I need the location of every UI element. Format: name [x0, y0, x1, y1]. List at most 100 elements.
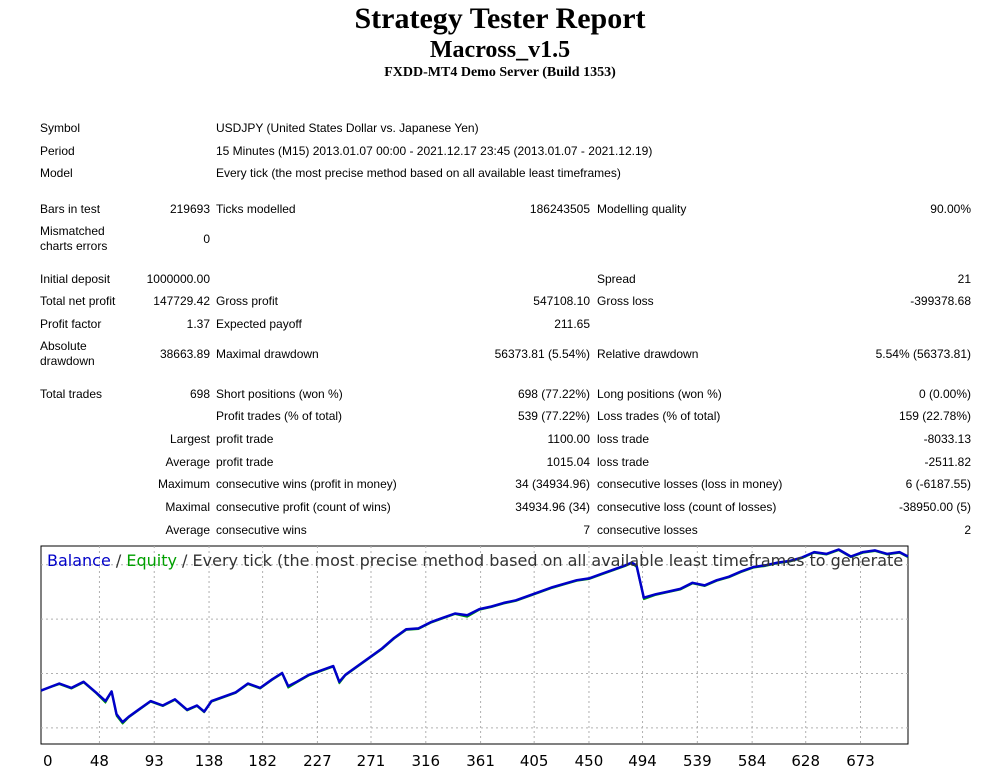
symbol-label: Symbol [40, 121, 81, 135]
model-label: Model [40, 166, 73, 180]
ticks-label: Ticks modelled [216, 202, 296, 216]
x-tick-label: 539 [683, 752, 712, 770]
x-tick-label: 138 [195, 752, 224, 770]
gross-loss-value: -399378.68 [910, 294, 971, 308]
period-value: 15 Minutes (M15) 2013.01.07 00:00 - 2021… [216, 144, 653, 158]
server-name: FXDD-MT4 Demo Server (Build 1353) [384, 65, 616, 80]
period-label: Period [40, 144, 75, 158]
initial-deposit-label: Initial deposit [40, 272, 111, 286]
x-tick-label: 584 [738, 752, 767, 770]
maximal-consec-loss-label: consecutive loss (count of losses) [597, 500, 777, 514]
grid-lines [41, 546, 908, 744]
quality-label: Modelling quality [597, 202, 687, 216]
mismatch-label-1: Mismatched [40, 224, 105, 238]
loss-trades-label: Loss trades (% of total) [597, 409, 721, 423]
largest-profit-value: 1100.00 [547, 432, 591, 446]
x-tick-label: 316 [411, 752, 440, 770]
total-trades-label: Total trades [40, 387, 103, 401]
long-positions-label: Long positions (won %) [597, 387, 722, 401]
balance-line [40, 548, 909, 724]
max-drawdown-value: 56373.81 (5.54%) [494, 347, 590, 361]
net-profit-label: Total net profit [40, 294, 116, 308]
largest-loss-label: loss trade [597, 432, 650, 446]
legend-balance: Balance [47, 551, 111, 570]
maximal-consec-loss-value: -38950.00 (5) [898, 500, 971, 514]
expected-payoff-label: Expected payoff [216, 317, 302, 331]
initial-deposit-value: 1000000.00 [146, 272, 210, 286]
max-drawdown-label: Maximal drawdown [216, 347, 319, 361]
max-consec-wins-label: consecutive wins (profit in money) [216, 477, 397, 491]
average-profit-value: 1015.04 [546, 455, 590, 469]
x-tick-label: 0 [43, 752, 53, 770]
x-tick-label: 405 [520, 752, 549, 770]
spread-label: Spread [597, 272, 636, 286]
mismatch-label-2: charts errors [40, 239, 108, 253]
average-loss-value: -2511.82 [924, 455, 971, 469]
bars-label: Bars in test [40, 202, 101, 216]
profit-factor-value: 1.37 [186, 317, 210, 331]
x-tick-label: 48 [90, 752, 109, 770]
quality-value: 90.00% [930, 202, 971, 216]
expert-name: Macross_v1.5 [429, 37, 571, 63]
short-positions-value: 698 (77.22%) [517, 387, 590, 401]
average-loss-label: loss trade [597, 455, 650, 469]
model-value: Every tick (the most precise method base… [216, 166, 621, 180]
avg-consec-losses-label: consecutive losses [597, 523, 698, 537]
rel-drawdown-value: 5.54% (56373.81) [875, 347, 971, 361]
maximal-consec-profit-label: consecutive profit (count of wins) [216, 500, 391, 514]
avg-consec-losses-value: 2 [964, 523, 971, 537]
legend-equity: Equity [126, 551, 177, 570]
average-profit-label: profit trade [216, 455, 274, 469]
gross-loss-label: Gross loss [597, 294, 654, 308]
x-tick-label: 93 [145, 752, 164, 770]
max-consec-wins-value: 34 (34934.96) [515, 477, 590, 491]
x-tick-label: 494 [628, 752, 657, 770]
long-positions-value: 0 (0.00%) [918, 387, 971, 401]
avg-consec-label: Average [165, 523, 210, 537]
avg-consec-wins-label: consecutive wins [216, 523, 307, 537]
loss-trades-value: 159 (22.78%) [898, 409, 971, 423]
profit-trades-value: 539 (77.22%) [517, 409, 590, 423]
largest-loss-value: -8033.13 [923, 432, 971, 446]
largest-profit-label: profit trade [216, 432, 274, 446]
ticks-value: 186243505 [529, 202, 590, 216]
x-tick-label: 628 [791, 752, 820, 770]
largest-label: Largest [169, 432, 210, 446]
average-label: Average [165, 455, 210, 469]
abs-drawdown-label-1: Absolute [40, 339, 87, 353]
avg-consec-wins-value: 7 [583, 523, 590, 537]
plot-area [40, 545, 909, 745]
chart-legend: Balance / Equity / Every tick (the most … [47, 551, 1000, 570]
x-tick-label: 227 [303, 752, 332, 770]
balance-chart: 0 48 93 138 182 227 271 316 361 405 450 494 539 584 62… [40, 545, 1000, 777]
max-consec-losses-label: consecutive losses (loss in money) [597, 477, 783, 491]
series-lines [40, 548, 909, 725]
report-title: Strategy Tester Report [354, 2, 646, 35]
legend-description: / Every tick (the most precise method ba… [177, 551, 1000, 570]
gross-profit-label: Gross profit [216, 294, 279, 308]
x-tick-label: 673 [846, 752, 875, 770]
max-consec-losses-value: 6 (-6187.55) [905, 477, 971, 491]
symbol-value: USDJPY (United States Dollar vs. Japanes… [216, 121, 479, 135]
balance-chart-svg: 0 48 93 138 182 227 271 316 361 405 450 494 539 584 62… [40, 545, 1000, 776]
right-axis-bg [909, 546, 1000, 776]
maximum-label: Maximum [157, 477, 210, 491]
legend-sep: / [111, 551, 127, 570]
maximal-consec-profit-value: 34934.96 (34) [515, 500, 590, 514]
abs-drawdown-label-2: drawdown [40, 354, 95, 368]
rel-drawdown-label: Relative drawdown [597, 347, 699, 361]
profit-trades-label: Profit trades (% of total) [216, 409, 343, 423]
mismatch-value: 0 [203, 232, 210, 246]
total-trades-value: 698 [189, 387, 210, 401]
abs-drawdown-value: 38663.89 [159, 347, 210, 361]
x-tick-label: 271 [357, 752, 386, 770]
x-tick-label: 182 [248, 752, 277, 770]
maximal-label: Maximal [165, 500, 210, 514]
net-profit-value: 147729.42 [153, 294, 210, 308]
profit-factor-label: Profit factor [40, 317, 102, 331]
spread-value: 21 [957, 272, 971, 286]
x-tick-label: 450 [575, 752, 604, 770]
expected-payoff-value: 211.65 [554, 317, 590, 331]
short-positions-label: Short positions (won %) [216, 387, 343, 401]
gross-profit-value: 547108.10 [533, 294, 590, 308]
